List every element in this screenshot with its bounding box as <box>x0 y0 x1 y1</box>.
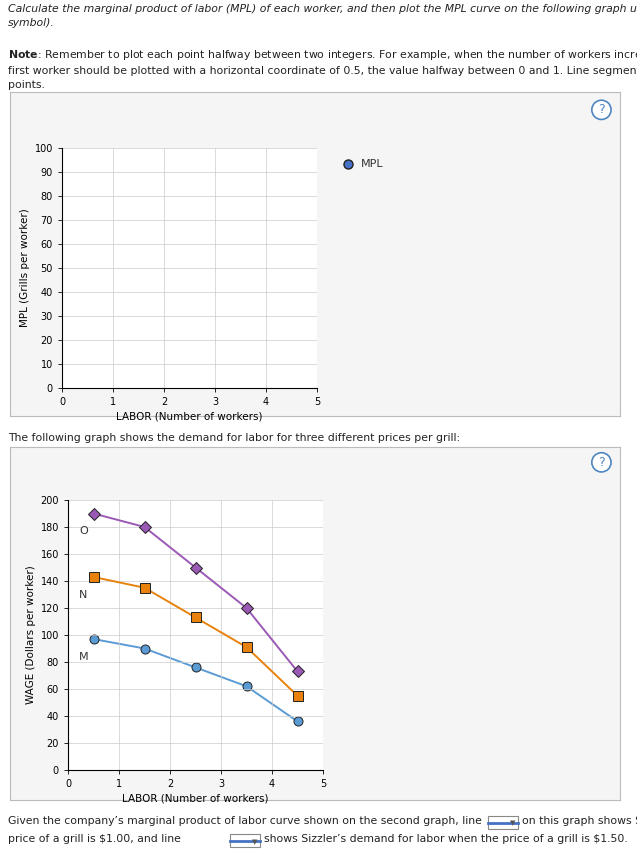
Text: ?: ? <box>598 103 605 117</box>
FancyBboxPatch shape <box>230 834 260 847</box>
FancyBboxPatch shape <box>488 816 518 829</box>
Y-axis label: MPL (Grills per worker): MPL (Grills per worker) <box>20 208 31 328</box>
X-axis label: LABOR (Number of workers): LABOR (Number of workers) <box>116 411 262 421</box>
Text: ?: ? <box>598 456 605 468</box>
Text: $\bf{Note}$: Remember to plot each point halfway between two integers. For examp: $\bf{Note}$: Remember to plot each point… <box>8 48 637 90</box>
Text: price of a grill is $1.00, and line: price of a grill is $1.00, and line <box>8 834 184 844</box>
Y-axis label: WAGE (Dollars per worker): WAGE (Dollars per worker) <box>26 565 36 704</box>
Text: The following graph shows the demand for labor for three different prices per gr: The following graph shows the demand for… <box>8 433 460 443</box>
X-axis label: LABOR (Number of workers): LABOR (Number of workers) <box>122 793 269 803</box>
Text: ▼: ▼ <box>252 839 257 845</box>
Text: Calculate the marginal product of labor (MPL) of each worker, and then plot the : Calculate the marginal product of labor … <box>8 4 637 28</box>
Text: Given the company’s marginal product of labor curve shown on the second graph, l: Given the company’s marginal product of … <box>8 816 485 826</box>
Text: on this graph shows Sizzler’s demand for labor when the: on this graph shows Sizzler’s demand for… <box>522 816 637 826</box>
Text: shows Sizzler’s demand for labor when the price of a grill is $1.50.: shows Sizzler’s demand for labor when th… <box>264 834 627 844</box>
Text: N: N <box>79 589 88 600</box>
Text: O: O <box>79 526 88 536</box>
Text: MPL: MPL <box>361 160 383 169</box>
Text: ▼: ▼ <box>510 820 515 826</box>
Text: M: M <box>79 651 89 662</box>
